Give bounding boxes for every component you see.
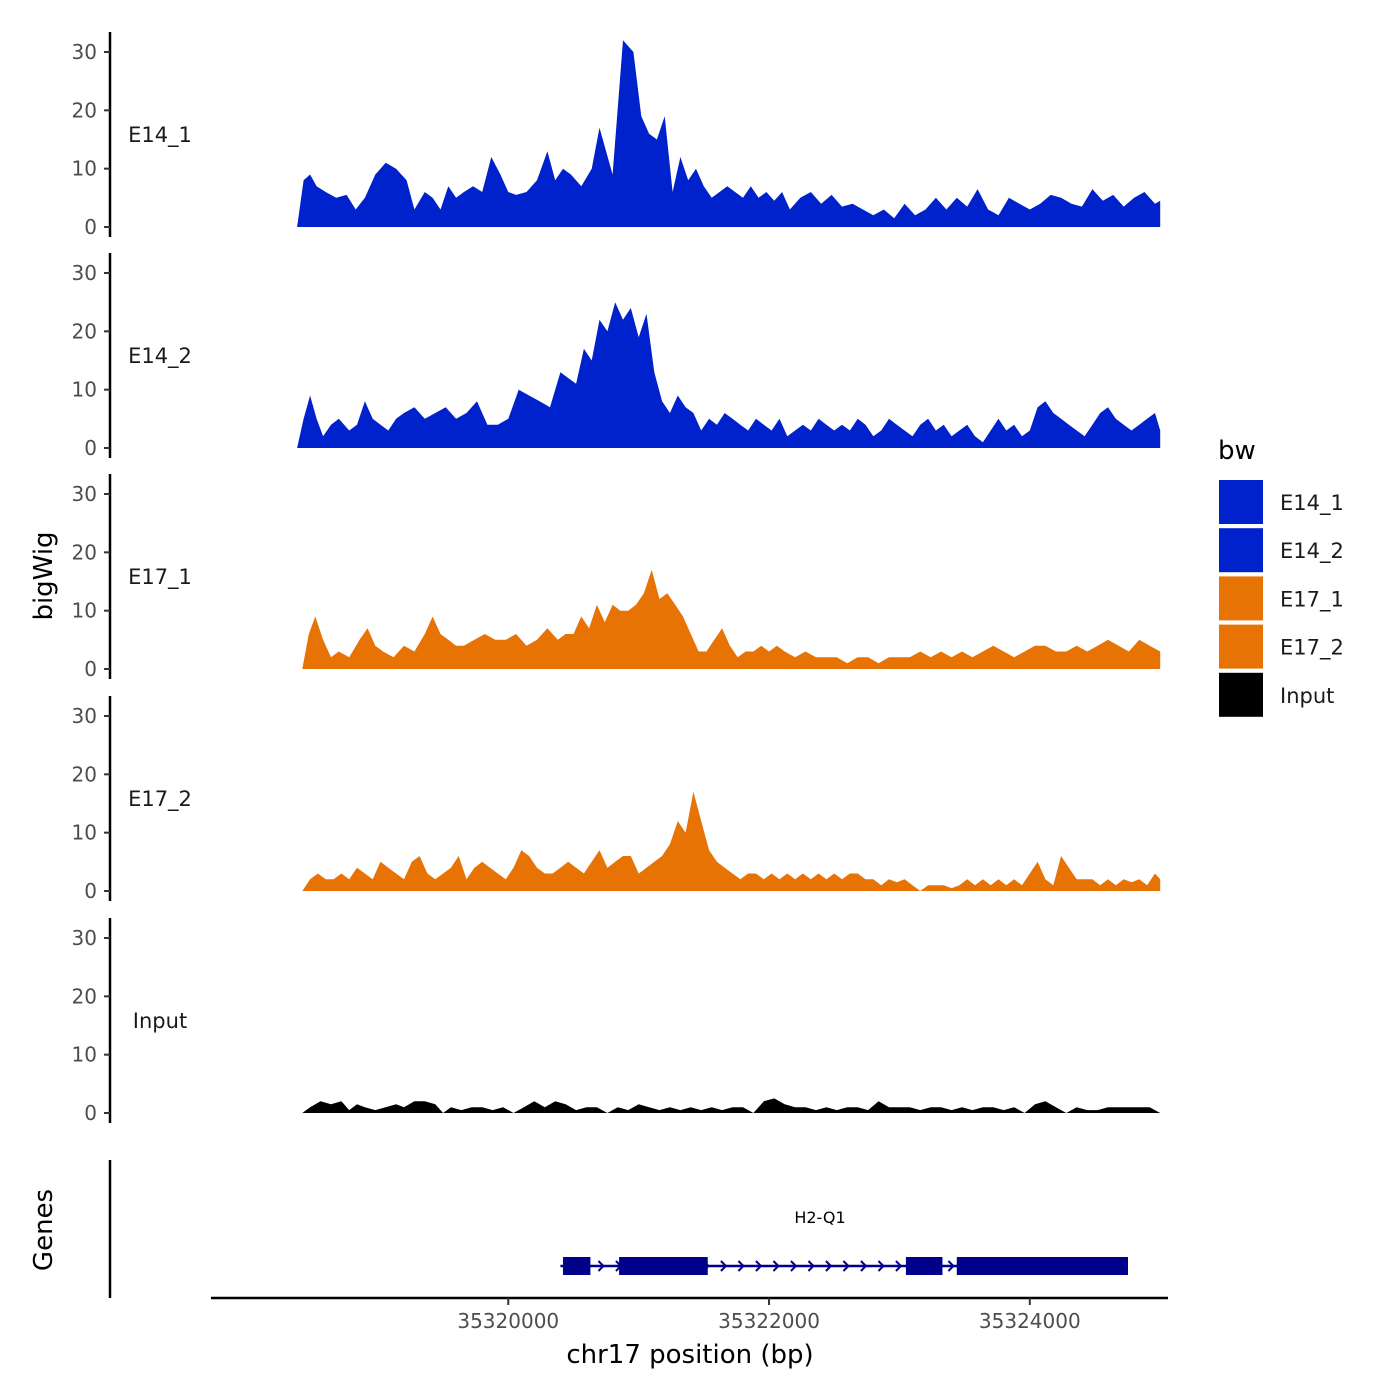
track-label: E14_2 (128, 344, 192, 369)
strand-arrow-icon (772, 1260, 780, 1272)
y-tick-label: 0 (84, 436, 97, 460)
y-tick-label: 0 (84, 879, 97, 903)
y-tick-label: 0 (84, 215, 97, 239)
signal-area (302, 1098, 1161, 1113)
y-tick-label: 20 (72, 762, 97, 786)
legend-swatch (1219, 672, 1263, 717)
legend-label: E14_2 (1280, 539, 1344, 564)
gene-exon (956, 1257, 1128, 1275)
track-e17-2: 0 10 20 30 E17_2 (72, 696, 1161, 903)
strand-arrow-icon (597, 1260, 605, 1272)
strand-arrow-icon (947, 1260, 955, 1272)
y-tick-label: 10 (72, 378, 97, 402)
strand-arrow-icon (807, 1260, 815, 1272)
y-tick-label: 10 (72, 157, 97, 181)
strand-arrow-icon (825, 1260, 833, 1272)
genes-axis-title: Genes (29, 1189, 59, 1271)
strand-arrow-icon (877, 1260, 885, 1272)
x-tick-label: 35322000 (718, 1309, 820, 1333)
legend-swatch (1219, 576, 1263, 621)
track-label: Input (133, 1009, 187, 1033)
y-axis-title: bigWig (29, 531, 59, 620)
y-tick-label: 20 (72, 319, 97, 343)
legend-label: Input (1280, 684, 1334, 708)
legend-label: E17_1 (1280, 587, 1344, 612)
y-tick-label: 30 (72, 482, 97, 506)
y-tick-label: 0 (84, 657, 97, 681)
x-axis-title: chr17 position (bp) (566, 1340, 813, 1370)
gene-name-label: H2-Q1 (794, 1208, 845, 1227)
y-tick-label: 0 (84, 1101, 97, 1125)
legend-swatch (1219, 480, 1263, 524)
strand-arrow-icon (737, 1260, 745, 1272)
signal-tracks: 0 10 20 30 E14_1 0 10 20 30 E14_2 0 10 20 30 E17_1 0 10 2… (72, 32, 1161, 1125)
y-tick-label: 20 (72, 984, 97, 1008)
signal-area (297, 40, 1161, 227)
x-axis: 35320000 35322000 35324000 (211, 1296, 1168, 1333)
signal-area (302, 791, 1161, 891)
legend-swatch (1219, 624, 1263, 669)
track-e14-1: 0 10 20 30 E14_1 (72, 32, 1161, 239)
track-label: E17_1 (128, 565, 192, 590)
strand-arrow-icon (755, 1260, 763, 1272)
strand-arrow-icon (860, 1260, 868, 1272)
y-tick-label: 30 (72, 40, 97, 64)
signal-area (297, 302, 1161, 448)
signal-area (302, 569, 1161, 669)
track-label: E17_2 (128, 787, 192, 812)
y-tick-label: 30 (72, 926, 97, 950)
y-tick-label: 30 (72, 261, 97, 285)
track-e17-1: 0 10 20 30 E17_1 (72, 474, 1161, 681)
gene-exon (619, 1257, 708, 1275)
y-tick-label: 10 (72, 599, 97, 623)
gene-track: H2-Q1 (108, 1160, 1128, 1298)
x-tick-label: 35324000 (979, 1309, 1081, 1333)
track-e14-2: 0 10 20 30 E14_2 (72, 253, 1161, 460)
strand-arrow-icon (842, 1260, 850, 1272)
y-tick-label: 10 (72, 1043, 97, 1067)
strand-arrow-icon (790, 1260, 798, 1272)
y-tick-label: 20 (72, 98, 97, 122)
y-tick-label: 30 (72, 704, 97, 728)
legend: bw E14_1 E14_2 E17_1 E17_2 Input (1218, 436, 1344, 717)
gene-exon (563, 1257, 591, 1275)
track-label: E14_1 (128, 123, 192, 148)
y-tick-label: 10 (72, 821, 97, 845)
legend-swatch (1219, 528, 1263, 573)
legend-title: bw (1218, 436, 1256, 466)
gene-exon (905, 1257, 943, 1275)
x-tick-label: 35320000 (457, 1309, 559, 1333)
strand-arrow-icon (720, 1260, 728, 1272)
legend-label: E14_1 (1280, 491, 1344, 516)
y-tick-label: 20 (72, 540, 97, 564)
track-input: 0 10 20 30 Input (72, 918, 1161, 1125)
legend-label: E17_2 (1280, 636, 1344, 661)
strand-arrow-icon (895, 1260, 903, 1272)
